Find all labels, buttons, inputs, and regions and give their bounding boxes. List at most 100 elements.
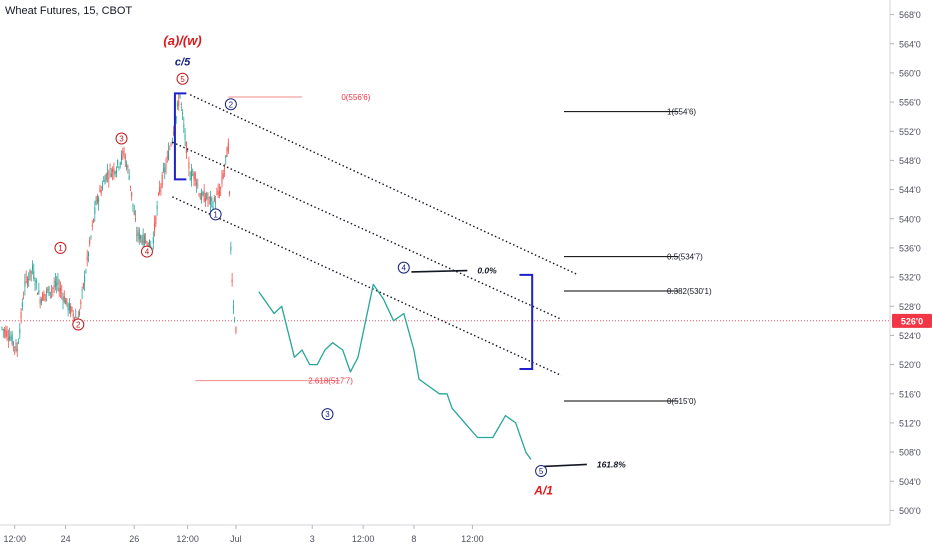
candle-body xyxy=(14,346,16,348)
candle-body xyxy=(15,343,17,351)
wave-label-circle xyxy=(321,408,334,421)
wave-label-circle xyxy=(140,245,153,258)
candle-body xyxy=(32,265,34,271)
candle-body xyxy=(166,156,168,158)
candle-body xyxy=(21,302,23,307)
candle-body xyxy=(154,223,156,231)
candle-body xyxy=(6,330,8,337)
x-tick-label: 12:00 xyxy=(3,534,26,544)
candle-body xyxy=(11,334,13,345)
candle-body xyxy=(141,239,143,243)
candle-body xyxy=(71,307,73,311)
candle-body xyxy=(39,299,41,305)
candle-body xyxy=(54,280,56,287)
candle-body xyxy=(57,278,59,284)
wave-label-circle xyxy=(54,241,67,254)
candle-body xyxy=(165,164,167,168)
marker-label: 161.8% xyxy=(597,459,626,469)
candle-body xyxy=(127,166,129,168)
candle-body xyxy=(81,290,83,291)
candle-body xyxy=(16,348,18,352)
candle-body xyxy=(108,177,110,179)
candle-body xyxy=(224,167,225,169)
marker-label: 0.0% xyxy=(477,266,497,276)
candle-body xyxy=(86,256,88,261)
candle-body xyxy=(232,305,234,310)
candle-body xyxy=(189,178,191,180)
candle-body xyxy=(84,275,86,283)
candle-body xyxy=(207,199,209,201)
wave-label: 4 xyxy=(402,264,407,273)
candle-body xyxy=(131,191,133,197)
candle-body xyxy=(7,337,9,340)
candle-body xyxy=(156,206,158,209)
y-tick-label: 504'0 xyxy=(899,477,921,487)
candle-body xyxy=(63,296,65,303)
y-tick-label: 524'0 xyxy=(899,331,921,341)
bracket-right xyxy=(519,273,534,370)
candle-body xyxy=(29,269,31,278)
candle-body xyxy=(201,191,203,201)
candle-body xyxy=(47,289,49,291)
candle-body xyxy=(220,187,222,190)
candle-body xyxy=(185,142,187,154)
candle-body xyxy=(72,313,74,317)
wave-label: 3 xyxy=(119,135,124,144)
candle-body xyxy=(115,170,117,173)
candle-body xyxy=(221,177,223,184)
candle-body xyxy=(128,175,130,180)
candle-body xyxy=(138,232,140,240)
candle-body xyxy=(164,167,166,172)
candle-body xyxy=(161,174,163,186)
candle-body xyxy=(46,290,47,294)
fib-level-label: 0.5(534'7) xyxy=(667,253,703,262)
candle-body xyxy=(234,320,236,321)
x-tick-label: 24 xyxy=(61,534,71,544)
candle-body xyxy=(101,185,103,189)
candle-body xyxy=(37,293,39,295)
candle-body xyxy=(79,311,81,315)
candle-body xyxy=(206,193,208,199)
candle-body xyxy=(145,240,147,244)
candle-body xyxy=(34,283,36,286)
candle-body xyxy=(33,271,35,280)
candle-body xyxy=(59,288,61,292)
candle-body xyxy=(216,193,218,195)
y-tick-label: 528'0 xyxy=(899,302,921,312)
candle-body xyxy=(231,279,233,283)
candle-body xyxy=(194,173,196,181)
wave-label-circle xyxy=(115,132,128,145)
y-tick-label: 540'0 xyxy=(899,214,921,224)
candle-body xyxy=(4,329,6,332)
projected-path-line xyxy=(258,283,532,460)
candle-body xyxy=(143,235,145,244)
candle-body xyxy=(118,167,120,168)
y-tick-label: 552'0 xyxy=(899,127,921,137)
candle-body xyxy=(140,235,142,239)
candle-body xyxy=(122,150,124,154)
candle-body xyxy=(5,329,7,337)
candle-body xyxy=(132,203,134,205)
candle-body xyxy=(95,199,97,205)
y-tick-label: 548'0 xyxy=(899,156,921,166)
chart-title: Wheat Futures, 15, CBOT xyxy=(5,5,133,17)
candle-body xyxy=(137,230,139,236)
candle-body xyxy=(193,172,195,179)
channel-line xyxy=(189,94,577,275)
wave-label: 3 xyxy=(325,410,330,419)
y-tick-label: 508'0 xyxy=(899,448,921,458)
marker-line xyxy=(538,463,587,468)
candle-body xyxy=(170,143,172,146)
candle-body xyxy=(182,112,184,115)
candle-body xyxy=(123,153,125,157)
candle-body xyxy=(53,285,55,288)
candle-body xyxy=(44,294,46,296)
candle-body xyxy=(112,168,114,172)
candle-body xyxy=(43,293,45,301)
candle-body xyxy=(192,174,194,176)
candle-body xyxy=(213,197,215,201)
wave-label-circle xyxy=(209,208,222,221)
candle-body xyxy=(235,326,237,333)
candle-body xyxy=(129,185,131,188)
